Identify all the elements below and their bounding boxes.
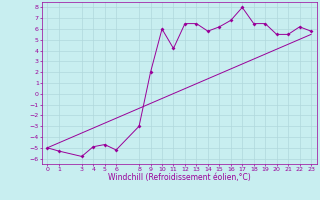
X-axis label: Windchill (Refroidissement éolien,°C): Windchill (Refroidissement éolien,°C) [108,173,251,182]
